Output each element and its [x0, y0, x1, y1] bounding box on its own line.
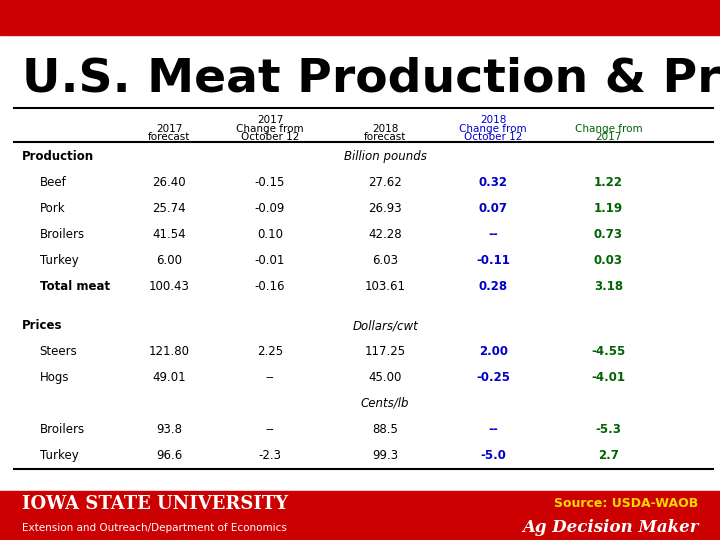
- Text: 2018: 2018: [372, 124, 398, 134]
- Text: -0.25: -0.25: [476, 371, 510, 384]
- Text: -5.0: -5.0: [480, 449, 506, 462]
- Text: 41.54: 41.54: [153, 228, 186, 241]
- Text: --: --: [488, 423, 498, 436]
- Text: forecast: forecast: [148, 132, 190, 143]
- Text: 2.25: 2.25: [257, 345, 283, 358]
- Text: 100.43: 100.43: [149, 280, 189, 293]
- Text: 1.22: 1.22: [594, 176, 623, 189]
- Text: 93.8: 93.8: [156, 423, 182, 436]
- Text: -0.09: -0.09: [255, 202, 285, 215]
- Text: U.S. Meat Production & Prices: U.S. Meat Production & Prices: [22, 57, 720, 102]
- Text: 121.80: 121.80: [149, 345, 189, 358]
- Text: 2017: 2017: [156, 124, 182, 134]
- Text: -0.01: -0.01: [255, 254, 285, 267]
- Text: 88.5: 88.5: [372, 423, 398, 436]
- Text: 2017: 2017: [595, 132, 621, 143]
- Text: 26.93: 26.93: [369, 202, 402, 215]
- Bar: [0, 0, 720, 35]
- Text: Change from: Change from: [575, 124, 642, 134]
- Text: 6.03: 6.03: [372, 254, 398, 267]
- Text: 3.18: 3.18: [594, 280, 623, 293]
- Text: 2.00: 2.00: [479, 345, 508, 358]
- Text: October 12: October 12: [240, 132, 300, 143]
- Text: 26.40: 26.40: [153, 176, 186, 189]
- Text: 0.28: 0.28: [479, 280, 508, 293]
- Text: -0.15: -0.15: [255, 176, 285, 189]
- Text: 0.07: 0.07: [479, 202, 508, 215]
- Text: Ag Decision Maker: Ag Decision Maker: [522, 519, 698, 536]
- Text: Prices: Prices: [22, 319, 62, 332]
- Text: Billion pounds: Billion pounds: [343, 150, 427, 163]
- Text: 49.01: 49.01: [153, 371, 186, 384]
- Text: Turkey: Turkey: [40, 449, 78, 462]
- Text: 96.6: 96.6: [156, 449, 182, 462]
- Text: 99.3: 99.3: [372, 449, 398, 462]
- Text: 1.19: 1.19: [594, 202, 623, 215]
- Text: 27.62: 27.62: [369, 176, 402, 189]
- Text: 0.10: 0.10: [257, 228, 283, 241]
- Text: Hogs: Hogs: [40, 371, 69, 384]
- Text: October 12: October 12: [464, 132, 523, 143]
- Text: Broilers: Broilers: [40, 228, 85, 241]
- Text: -5.3: -5.3: [595, 423, 621, 436]
- Text: 0.73: 0.73: [594, 228, 623, 241]
- Text: -4.55: -4.55: [591, 345, 626, 358]
- Text: 45.00: 45.00: [369, 371, 402, 384]
- Text: Production: Production: [22, 150, 94, 163]
- Text: Cents/lb: Cents/lb: [361, 397, 410, 410]
- Text: Change from: Change from: [459, 124, 527, 134]
- Text: --: --: [266, 371, 274, 384]
- Text: -2.3: -2.3: [258, 449, 282, 462]
- Text: 103.61: 103.61: [365, 280, 405, 293]
- Text: Extension and Outreach/Department of Economics: Extension and Outreach/Department of Eco…: [22, 523, 287, 533]
- Text: 2018: 2018: [480, 115, 506, 125]
- Text: 0.03: 0.03: [594, 254, 623, 267]
- Text: 0.32: 0.32: [479, 176, 508, 189]
- Text: 25.74: 25.74: [153, 202, 186, 215]
- Text: Total meat: Total meat: [40, 280, 109, 293]
- Text: --: --: [266, 423, 274, 436]
- Bar: [0, 491, 720, 540]
- Text: Broilers: Broilers: [40, 423, 85, 436]
- Text: Source: USDA-WAOB: Source: USDA-WAOB: [554, 497, 698, 510]
- Text: Change from: Change from: [236, 124, 304, 134]
- Text: -0.11: -0.11: [476, 254, 510, 267]
- Text: 2017: 2017: [257, 115, 283, 125]
- Text: -4.01: -4.01: [591, 371, 626, 384]
- Text: IOWA STATE UNIVERSITY: IOWA STATE UNIVERSITY: [22, 495, 288, 512]
- Text: 42.28: 42.28: [369, 228, 402, 241]
- Text: Pork: Pork: [40, 202, 66, 215]
- Text: 2.7: 2.7: [598, 449, 618, 462]
- Text: --: --: [488, 228, 498, 241]
- Text: 117.25: 117.25: [364, 345, 406, 358]
- Text: Beef: Beef: [40, 176, 66, 189]
- Text: -0.16: -0.16: [255, 280, 285, 293]
- Text: forecast: forecast: [364, 132, 406, 143]
- Text: Steers: Steers: [40, 345, 77, 358]
- Text: Dollars/cwt: Dollars/cwt: [352, 319, 418, 332]
- Text: Turkey: Turkey: [40, 254, 78, 267]
- Text: 6.00: 6.00: [156, 254, 182, 267]
